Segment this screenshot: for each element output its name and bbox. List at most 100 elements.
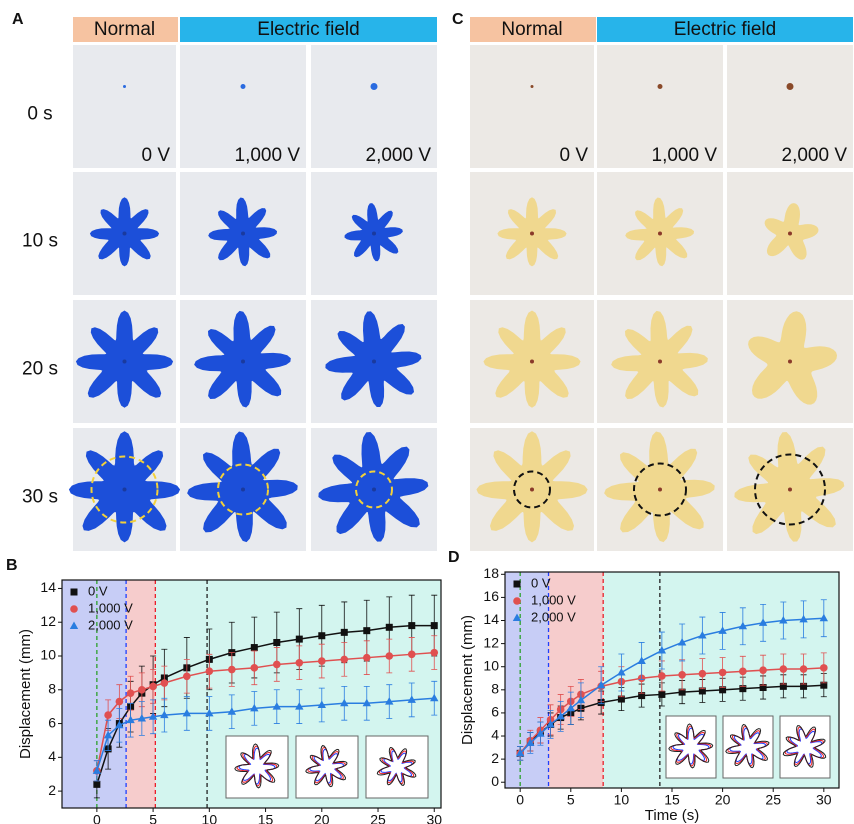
y-tick-label: 10	[483, 657, 499, 673]
marker	[719, 669, 727, 677]
y-tick-label: 4	[491, 727, 499, 743]
marker	[93, 781, 100, 788]
marker	[273, 661, 281, 669]
marker	[228, 666, 236, 674]
droplet	[371, 83, 378, 90]
x-tick-label: 15	[664, 792, 680, 808]
marker	[408, 622, 415, 629]
marker	[658, 672, 666, 680]
y-tick-label: 2	[491, 750, 499, 766]
marker	[251, 644, 258, 651]
legend-marker	[71, 589, 78, 596]
legend-label: 2,000 V	[88, 617, 133, 632]
x-tick-label: 5	[149, 812, 157, 824]
marker	[295, 659, 303, 667]
row-label: 10 s	[22, 231, 58, 252]
x-tick-label: 0	[93, 812, 101, 824]
marker	[183, 672, 191, 680]
center	[123, 232, 127, 236]
header-label: Normal	[501, 19, 562, 40]
center	[788, 360, 792, 364]
panel-letter: D	[448, 549, 460, 566]
marker	[385, 652, 393, 660]
droplet	[658, 84, 663, 89]
y-tick-label: 2	[48, 782, 56, 798]
legend-label: 1,000 V	[88, 600, 133, 615]
y-tick-label: 16	[483, 588, 499, 604]
marker	[363, 654, 371, 662]
marker	[206, 667, 214, 675]
header-label: Normal	[94, 19, 155, 40]
center	[372, 232, 376, 236]
marker	[138, 686, 146, 694]
center	[788, 488, 792, 492]
x-tick-label: 30	[816, 792, 832, 808]
panel-letter: A	[12, 11, 24, 28]
panel-letter: B	[6, 557, 18, 574]
voltage-label: 1,000 V	[652, 145, 718, 166]
x-tick-label: 10	[202, 812, 218, 824]
y-tick-label: 14	[483, 611, 499, 627]
center	[241, 360, 245, 364]
marker	[341, 629, 348, 636]
x-tick-label: 20	[314, 812, 330, 824]
voltage-label: 2,000 V	[366, 145, 432, 166]
marker	[678, 671, 686, 679]
y-tick-label: 6	[48, 714, 56, 730]
center	[123, 360, 127, 364]
x-tick-label: 25	[765, 792, 781, 808]
center	[123, 488, 127, 492]
marker	[161, 679, 169, 687]
voltage-label: 0 V	[559, 145, 588, 166]
row-label: 20 s	[22, 359, 58, 380]
y-tick-label: 12	[483, 634, 499, 650]
center	[658, 360, 662, 364]
row-label: 30 s	[22, 487, 58, 508]
marker	[273, 639, 280, 646]
y-tick-label: 12	[40, 613, 56, 629]
inset	[780, 716, 830, 778]
droplet	[531, 85, 534, 88]
header-label: Electric field	[674, 19, 776, 40]
marker	[340, 656, 348, 664]
y-tick-label: 14	[40, 579, 56, 595]
marker	[149, 683, 157, 691]
marker	[430, 649, 438, 657]
marker	[658, 691, 665, 698]
legend-label: 1,000 V	[531, 592, 576, 607]
center	[788, 232, 792, 236]
y-tick-label: 8	[48, 680, 56, 696]
marker	[363, 627, 370, 634]
center	[241, 232, 245, 236]
y-tick-label: 10	[40, 647, 56, 663]
x-tick-label: 10	[614, 792, 630, 808]
y-axis-label: Displacement (mm)	[459, 615, 476, 745]
legend-marker	[70, 605, 78, 613]
legend-marker	[513, 597, 521, 605]
droplet	[241, 84, 246, 89]
y-axis-label: Displacement (mm)	[17, 629, 34, 759]
x-tick-label: 15	[258, 812, 274, 824]
marker	[759, 666, 767, 674]
legend-marker	[514, 581, 521, 588]
marker	[116, 698, 124, 706]
center	[530, 360, 534, 364]
center	[658, 488, 662, 492]
legend-label: 0 V	[88, 583, 108, 598]
center	[530, 488, 534, 492]
x-tick-label: 20	[715, 792, 731, 808]
legend-label: 2,000 V	[531, 609, 576, 624]
x-tick-label: 5	[567, 792, 575, 808]
header-label: Electric field	[257, 19, 359, 40]
inset	[723, 716, 773, 778]
y-tick-label: 0	[491, 773, 499, 789]
voltage-label: 1,000 V	[235, 145, 301, 166]
legend-label: 0 V	[531, 575, 551, 590]
marker	[251, 664, 259, 672]
center	[658, 232, 662, 236]
y-tick-label: 18	[483, 565, 499, 581]
center	[241, 488, 245, 492]
marker	[318, 657, 326, 665]
marker	[386, 624, 393, 631]
marker	[408, 651, 416, 659]
